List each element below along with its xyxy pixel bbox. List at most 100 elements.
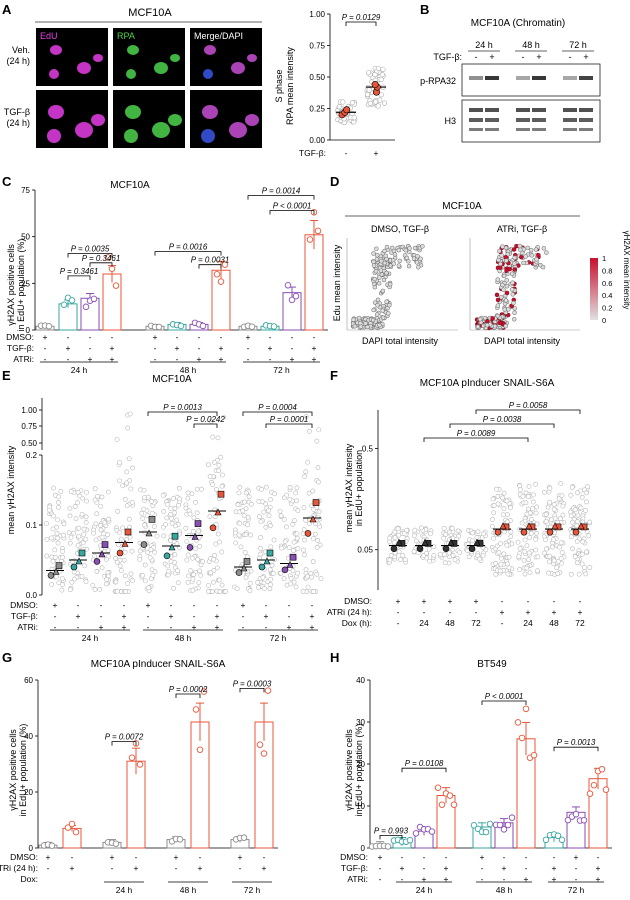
chart-e-point — [267, 567, 273, 573]
chart-e-point — [73, 516, 79, 522]
chart-e-point — [117, 563, 123, 569]
chart-h-row-value: - — [379, 863, 382, 873]
chart-e-point — [122, 549, 128, 555]
chart-e-point — [312, 531, 318, 537]
chart-e-point — [196, 580, 202, 585]
chart-f-point — [441, 525, 447, 531]
chart-a-point — [349, 99, 356, 106]
chart-f-pvalue: P = 0.0089 — [457, 429, 496, 438]
chart-e-point — [105, 489, 111, 495]
chart-f-point — [402, 557, 408, 563]
chart-h-point — [412, 830, 420, 837]
row-label-tgf: TGF-β — [4, 107, 30, 117]
chart-h-row-value: + — [378, 852, 383, 862]
chart-e-point — [241, 513, 247, 518]
chart-g-row-label: ATRi (24 h): — [0, 863, 38, 873]
panel-d-point — [504, 290, 510, 296]
chart-h-row-value: - — [445, 852, 448, 862]
panel-d-point — [415, 264, 421, 270]
chart-f-point — [401, 531, 407, 536]
chart-g-bar — [126, 760, 146, 849]
chart-a-replicate — [371, 81, 379, 89]
chart-e-point — [217, 539, 222, 545]
chart-e-row-value: - — [311, 600, 314, 610]
chart-e-point — [123, 589, 128, 594]
row-label-veh-time: (24 h) — [6, 56, 30, 66]
chart-c-row-value: - — [313, 332, 316, 342]
chart-e-row-label: ATRi: — [17, 622, 38, 632]
chart-g-point — [256, 741, 264, 748]
band-h3 — [516, 108, 530, 112]
chart-f-point — [554, 565, 560, 571]
chart-f-point — [520, 493, 526, 499]
chart-e-row-value: - — [100, 611, 103, 621]
chart-e-point — [208, 570, 214, 576]
chart-e-point — [99, 494, 105, 500]
chart-a-ylabel-2: RPA mean intensity — [285, 47, 295, 125]
chart-e-point — [145, 494, 151, 500]
chart-a-tick-label: 0.25 — [309, 105, 325, 114]
chart-e-point — [92, 587, 98, 592]
chart-e-row-value: + — [241, 600, 246, 610]
chart-e-point — [221, 415, 226, 420]
chart-e-point — [71, 569, 77, 575]
panel-d-point — [384, 270, 389, 276]
chart-a-tick-label: 0.50 — [309, 73, 325, 82]
colorbar-label: γH2AX mean intensity — [622, 231, 630, 310]
chart-g-row-value: - — [263, 852, 266, 862]
chart-c-ylabel-2: in EdU+ population (%) — [16, 239, 26, 332]
chart-f-replicate — [494, 528, 502, 536]
chart-e-point — [183, 505, 189, 511]
chart-e-point — [79, 511, 85, 517]
chart-g-row-value: - — [71, 852, 74, 862]
panel-d-point — [528, 247, 534, 253]
nucleus — [152, 122, 170, 138]
chart-c-pvalue: P < 0.0001 — [273, 202, 312, 211]
chart-e-row-value: - — [123, 600, 126, 610]
chart-f-row-value: - — [501, 618, 504, 628]
panel-b-sign: + — [489, 52, 494, 62]
chart-e-tick-label: 0.2 — [26, 451, 38, 460]
chart-e-point — [281, 576, 287, 582]
chart-e-point — [209, 589, 215, 594]
panel-d-point — [382, 248, 387, 254]
chart-e-point — [310, 488, 316, 494]
chart-e-point — [271, 537, 277, 543]
chart-h-row-value: + — [524, 874, 529, 884]
chart-f-point — [506, 554, 512, 560]
chart-a-point — [375, 65, 382, 72]
chart-e-point — [191, 515, 197, 521]
chart-e-row-value: + — [99, 622, 104, 632]
chart-h-point — [486, 820, 494, 828]
chart-e-point — [128, 571, 134, 577]
chart-f-point — [411, 533, 417, 539]
chart-c-point — [213, 270, 221, 278]
chart-c-point — [288, 296, 296, 304]
chart-e-replicate — [168, 543, 176, 551]
chart-e-point — [245, 514, 251, 520]
chart-h-row-value: - — [525, 863, 528, 873]
chart-f-point — [546, 570, 551, 576]
chart-f-point — [551, 502, 557, 507]
chart-e-point — [195, 556, 201, 562]
chart-e-point — [243, 506, 249, 512]
chart-e-replicate — [148, 516, 156, 523]
panel-d-point — [380, 308, 385, 313]
chart-c-group-label: 72 h — [273, 365, 290, 375]
chart-e-point — [102, 520, 108, 526]
chart-e-tick-label: 0.75 — [21, 422, 37, 431]
chart-e-point — [60, 554, 65, 560]
chart-e-point — [314, 544, 320, 550]
chart-e-point — [301, 547, 306, 553]
chart-f-point — [411, 549, 417, 554]
chart-c-row-value: - — [269, 354, 272, 364]
chart-f-point — [507, 505, 513, 511]
chart-g-row-label: DMSO: — [10, 852, 38, 862]
chart-e-point — [287, 496, 293, 502]
chart-c-row-value: - — [198, 332, 201, 342]
chart-e-point — [294, 498, 300, 504]
chart-h-tick-label: 10 — [356, 802, 365, 811]
panel-d-point — [387, 302, 392, 308]
chart-e-point — [278, 570, 284, 576]
